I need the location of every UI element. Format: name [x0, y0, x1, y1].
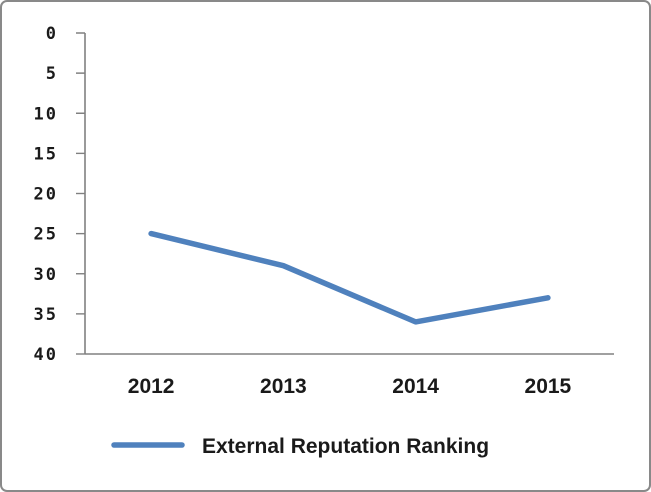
- y-axis-tick-label: 0: [46, 24, 58, 44]
- legend: External Reputation Ranking: [111, 435, 489, 458]
- y-axis-tick-labels: 0 5 10 15 20 25 30 35 40: [34, 24, 58, 365]
- y-axis-tick-label: 5: [46, 64, 58, 84]
- y-axis-tick-label: 30: [34, 265, 58, 285]
- x-axis-category-label: 2014: [392, 375, 439, 398]
- y-axis-tick-label: 40: [34, 345, 58, 365]
- y-axis-tick-label: 20: [34, 185, 58, 205]
- y-axis-tick-marks: [76, 32, 85, 355]
- series-line-external-reputation-ranking: [148, 230, 551, 325]
- x-axis-category-labels: 2012 2013 2014 2015: [128, 375, 572, 398]
- x-axis-category-label: 2013: [260, 375, 307, 398]
- legend-label: External Reputation Ranking: [202, 435, 489, 458]
- x-axis-category-label: 2012: [128, 375, 175, 398]
- y-axis-tick-label: 15: [34, 144, 58, 164]
- y-axis-tick-label: 25: [34, 225, 58, 245]
- y-axis-tick-label: 35: [34, 305, 58, 325]
- x-axis-category-label: 2015: [525, 375, 572, 398]
- y-axis-tick-label: 10: [34, 104, 58, 124]
